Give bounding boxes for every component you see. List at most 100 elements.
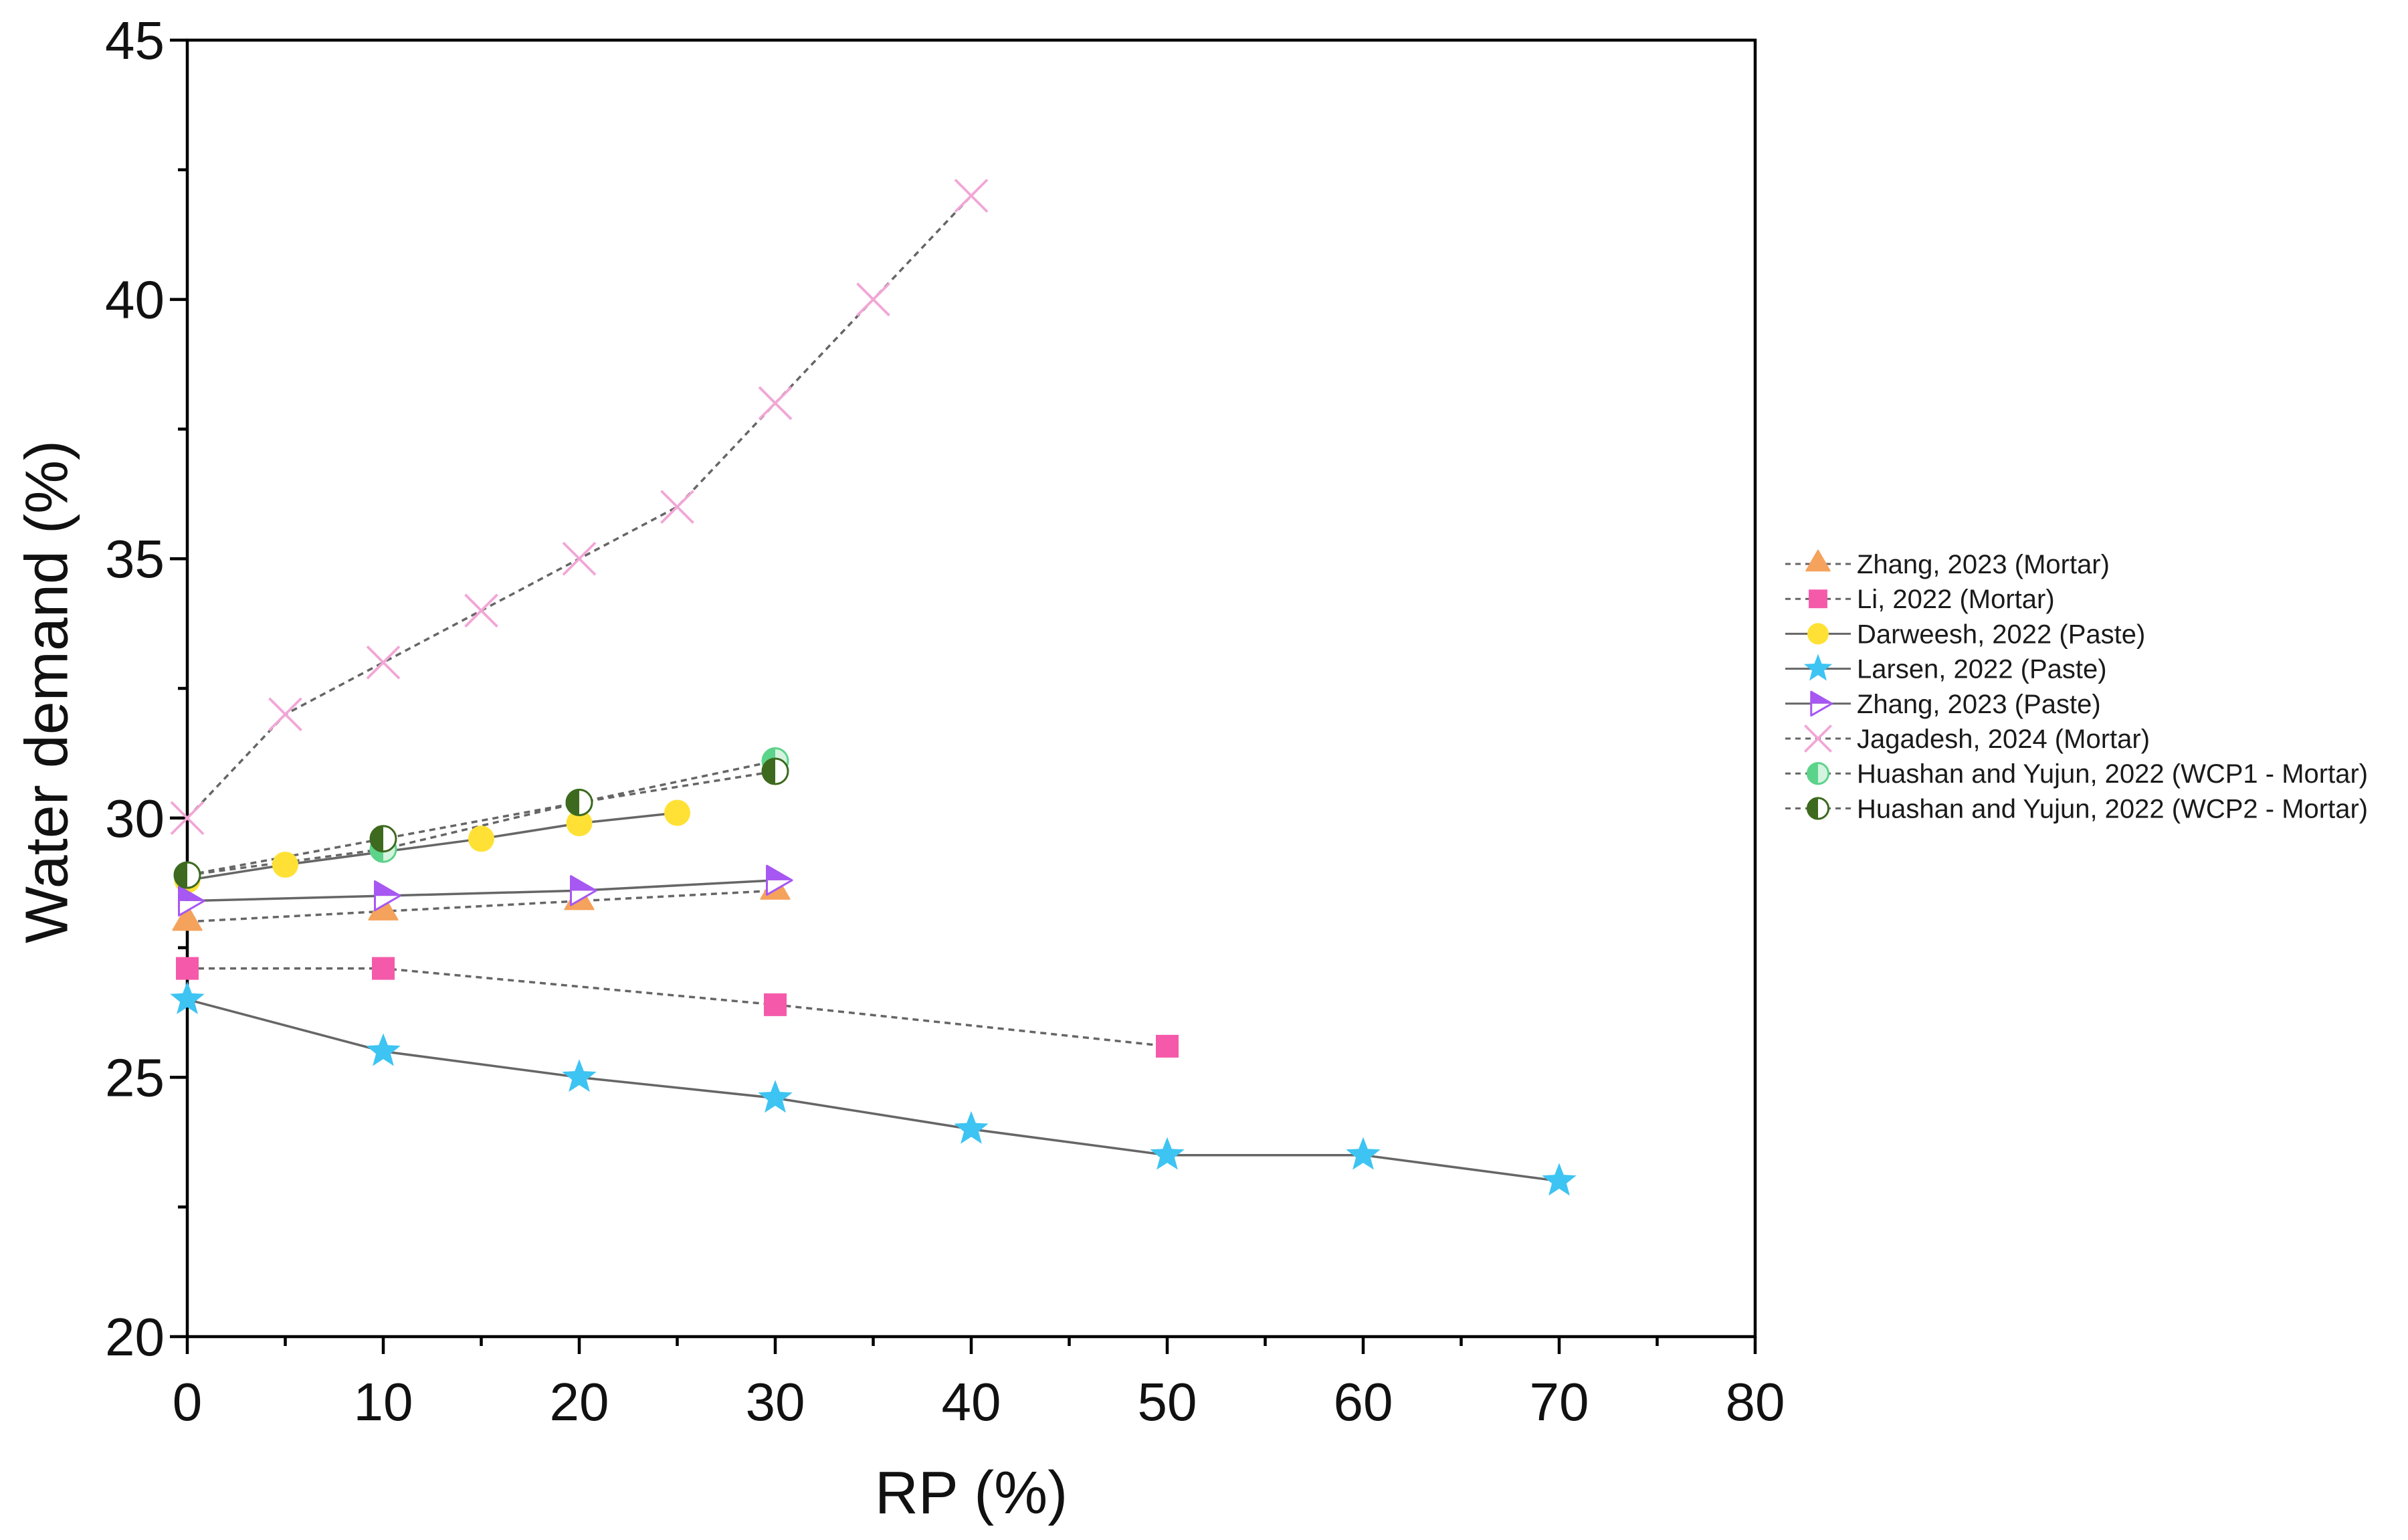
legend-label: Huashan and Yujun, 2022 (WCP1 - Mortar) — [1857, 759, 2368, 789]
legend-item-jagadesh-2024-mortar: Jagadesh, 2024 (Mortar) — [1785, 724, 2150, 754]
series-line-zhang-2023-mortar — [187, 889, 776, 923]
data-point-larsen-2022-paste — [1346, 1137, 1381, 1170]
legend-marker-darweesh-2022-paste — [1807, 623, 1829, 645]
marker-outline — [178, 885, 205, 917]
x-tick-label: 80 — [1726, 1372, 1785, 1432]
y-axis-label: Water demand (%) — [14, 440, 81, 943]
marker-outline — [1810, 690, 1833, 717]
legend-label: Larsen, 2022 (Paste) — [1857, 655, 2107, 684]
x-tick-label: 60 — [1334, 1372, 1393, 1432]
legend-marker-jagadesh-2024-mortar — [1803, 724, 1833, 753]
data-point-darweesh-2022-paste — [664, 799, 690, 826]
marker-outline — [761, 757, 789, 785]
legend-item-zhang-2023-mortar: Zhang, 2023 (Mortar) — [1785, 549, 2110, 579]
marker-outline — [374, 880, 401, 912]
data-point-li-2022-mortar — [372, 957, 395, 980]
data-point-zhang-2023-paste — [766, 864, 793, 896]
marker-outline — [1806, 762, 1830, 785]
legend-marker-li-2022-mortar — [1809, 589, 1827, 609]
data-point-huashan-and-yujun-2022-wcp2-mortar — [565, 789, 593, 817]
legend-marker-huashan-and-yujun-2022-wcp1-mortar — [1806, 762, 1830, 785]
x-tick-label: 50 — [1138, 1372, 1197, 1432]
series-line-zhang-2023-paste — [187, 879, 776, 902]
data-point-huashan-and-yujun-2022-wcp2-mortar — [173, 861, 201, 889]
data-point-li-2022-mortar — [176, 957, 199, 980]
data-point-jagadesh-2024-mortar — [856, 282, 890, 316]
legend-item-zhang-2023-paste: Zhang, 2023 (Paste) — [1785, 690, 2101, 719]
data-point-jagadesh-2024-mortar — [758, 386, 793, 420]
x-axis-label: RP (%) — [875, 1460, 1068, 1527]
y-tick-label: 45 — [105, 11, 165, 70]
data-point-darweesh-2022-paste — [272, 852, 298, 878]
data-point-larsen-2022-paste — [758, 1080, 793, 1113]
data-point-zhang-2023-paste — [570, 875, 597, 906]
legend-label: Darweesh, 2022 (Paste) — [1857, 619, 2145, 649]
legend-item-darweesh-2022-paste: Darweesh, 2022 (Paste) — [1785, 619, 2145, 649]
data-point-larsen-2022-paste — [954, 1111, 989, 1144]
legend-label: Huashan and Yujun, 2022 (WCP2 - Mortar) — [1857, 794, 2368, 824]
x-tick-label: 70 — [1530, 1372, 1589, 1432]
legend-marker-zhang-2023-mortar — [1805, 549, 1831, 572]
data-point-li-2022-mortar — [1156, 1034, 1179, 1058]
data-point-jagadesh-2024-mortar — [660, 490, 694, 524]
legend-item-li-2022-mortar: Li, 2022 (Mortar) — [1785, 585, 2055, 614]
marker-left-half — [763, 759, 775, 785]
x-tick-label: 0 — [173, 1372, 203, 1432]
data-points — [170, 179, 1577, 1196]
marker-outline — [766, 864, 793, 896]
data-point-darweesh-2022-paste — [468, 826, 494, 852]
legend-label: Jagadesh, 2024 (Mortar) — [1857, 725, 2150, 754]
y-tick-label: 25 — [105, 1048, 165, 1107]
axis-ticks: 0 10 20 30 40 50 60 70 80 20 25 30 35 40 45 — [105, 11, 1785, 1432]
legend-item-huashan-and-yujun-2022-wcp1-mortar: Huashan and Yujun, 2022 (WCP1 - Mortar) — [1785, 759, 2368, 789]
data-point-li-2022-mortar — [764, 993, 787, 1016]
marker-left-half — [1807, 763, 1818, 784]
x-tick-label: 40 — [942, 1372, 1001, 1432]
marker-left-half — [175, 862, 187, 888]
data-point-jagadesh-2024-mortar — [562, 541, 597, 576]
marker-outline — [369, 825, 397, 853]
x-tick-label: 30 — [746, 1372, 805, 1432]
data-point-larsen-2022-paste — [1542, 1163, 1577, 1196]
marker-outline — [173, 861, 201, 889]
marker-outline — [565, 789, 593, 817]
legend-marker-larsen-2022-paste — [1803, 654, 1833, 681]
marker-left-half — [1807, 797, 1818, 819]
data-point-huashan-and-yujun-2022-wcp2-mortar — [369, 825, 397, 853]
y-tick-label: 35 — [105, 529, 165, 589]
x-tick-label: 20 — [550, 1372, 609, 1432]
legend-item-larsen-2022-paste: Larsen, 2022 (Paste) — [1785, 654, 2107, 684]
legend-label: Li, 2022 (Mortar) — [1857, 585, 2055, 614]
legend-marker-huashan-and-yujun-2022-wcp2-mortar — [1806, 797, 1830, 820]
y-tick-label: 30 — [105, 789, 165, 848]
data-point-jagadesh-2024-mortar — [366, 645, 401, 680]
marker-left-half — [567, 789, 579, 815]
data-point-larsen-2022-paste — [366, 1033, 401, 1066]
data-point-zhang-2023-paste — [178, 885, 205, 917]
data-point-larsen-2022-paste — [1150, 1137, 1185, 1170]
data-point-jagadesh-2024-mortar — [954, 179, 989, 213]
legend-item-huashan-and-yujun-2022-wcp2-mortar: Huashan and Yujun, 2022 (WCP2 - Mortar) — [1785, 794, 2368, 824]
data-point-zhang-2023-paste — [374, 880, 401, 912]
data-point-jagadesh-2024-mortar — [170, 801, 205, 836]
data-point-huashan-and-yujun-2022-wcp2-mortar — [761, 757, 789, 785]
data-point-larsen-2022-paste — [562, 1059, 597, 1092]
y-tick-label: 40 — [105, 270, 165, 330]
legend: Zhang, 2023 (Mortar) Li, 2022 (Mortar) Dar… — [1785, 549, 2368, 824]
data-point-jagadesh-2024-mortar — [464, 593, 498, 628]
data-point-darweesh-2022-paste — [566, 810, 593, 837]
marker-outline — [570, 875, 597, 906]
series-line-larsen-2022-paste — [187, 998, 1560, 1183]
legend-marker-zhang-2023-paste — [1810, 690, 1833, 717]
data-point-larsen-2022-paste — [170, 981, 205, 1014]
x-tick-label: 10 — [354, 1372, 413, 1432]
legend-label: Zhang, 2023 (Mortar) — [1857, 550, 2110, 579]
data-point-jagadesh-2024-mortar — [268, 697, 302, 732]
series-line-li-2022-mortar — [187, 967, 1168, 1048]
marker-left-half — [371, 826, 383, 852]
y-tick-label: 20 — [105, 1307, 165, 1367]
legend-label: Zhang, 2023 (Paste) — [1857, 690, 2101, 719]
